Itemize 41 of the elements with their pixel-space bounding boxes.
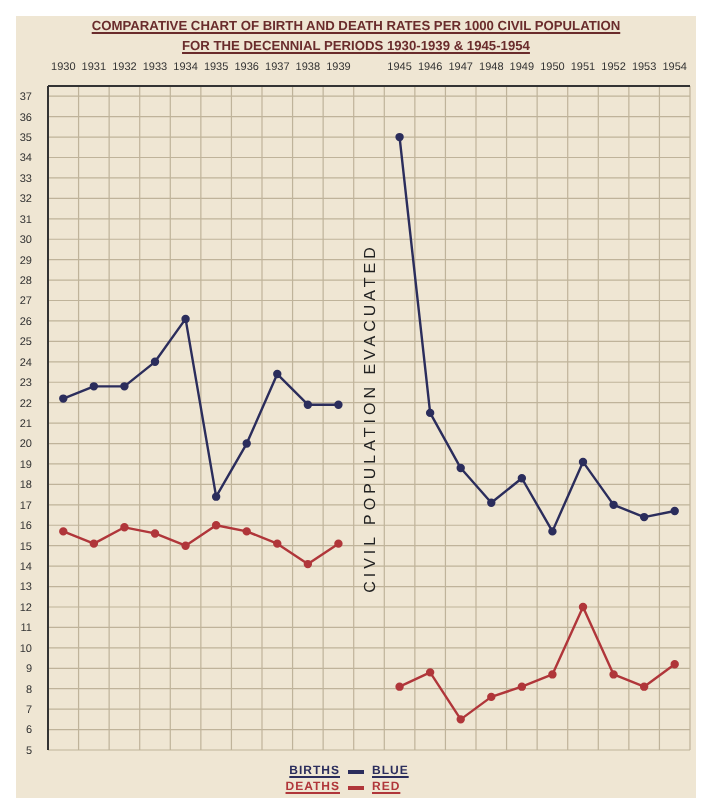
point xyxy=(89,539,99,548)
point xyxy=(548,670,557,679)
point xyxy=(242,439,251,448)
point xyxy=(120,523,129,532)
point xyxy=(487,498,496,507)
point xyxy=(425,668,435,677)
point xyxy=(303,559,313,569)
point xyxy=(639,682,649,691)
point xyxy=(517,682,527,691)
point xyxy=(181,541,190,550)
point xyxy=(334,539,343,548)
point xyxy=(609,670,618,679)
point xyxy=(211,521,221,530)
point xyxy=(548,527,557,536)
point xyxy=(395,682,404,691)
point xyxy=(211,492,221,501)
point xyxy=(59,394,68,403)
point xyxy=(242,527,251,536)
point xyxy=(334,400,343,409)
point xyxy=(578,457,588,467)
point xyxy=(487,692,496,702)
point xyxy=(517,474,527,483)
point xyxy=(578,602,588,612)
point xyxy=(150,529,160,538)
point xyxy=(89,382,99,391)
point xyxy=(120,382,129,391)
point xyxy=(150,357,160,367)
point xyxy=(456,715,465,724)
point xyxy=(273,539,282,548)
point xyxy=(59,527,68,536)
point xyxy=(670,506,679,516)
annotation: CIVIL POPULATION EVACUATED xyxy=(360,243,378,593)
point xyxy=(609,500,618,510)
point xyxy=(425,408,435,418)
point xyxy=(639,512,649,522)
point xyxy=(395,132,404,142)
point xyxy=(670,659,679,669)
point xyxy=(181,314,190,324)
point xyxy=(303,400,313,409)
point xyxy=(273,369,282,379)
point xyxy=(456,463,465,473)
